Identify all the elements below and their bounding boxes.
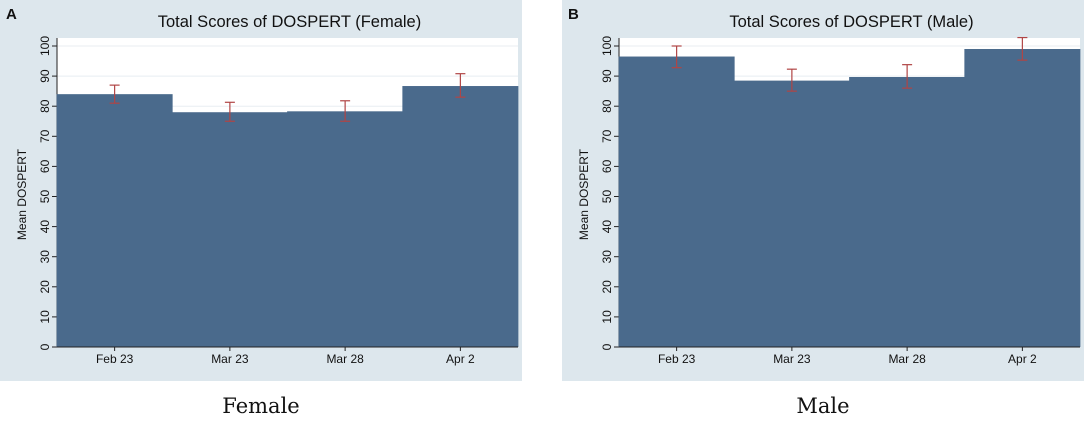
caption-male: Male	[796, 394, 850, 418]
y-tick-label: 20	[38, 280, 52, 294]
caption-female: Female	[222, 394, 300, 418]
x-tick-label: Apr 2	[446, 352, 475, 366]
x-tick-label: Mar 23	[773, 352, 811, 366]
y-tick-label: 30	[600, 250, 614, 264]
y-tick-label: 90	[600, 69, 614, 83]
bar-apr-2	[402, 86, 519, 348]
x-tick-label: Feb 23	[96, 352, 134, 366]
bar-mar-28	[287, 111, 404, 347]
bar-feb-23	[618, 56, 735, 347]
bar-mar-23	[733, 80, 850, 348]
y-tick-label: 80	[38, 99, 52, 113]
y-tick-label: 60	[600, 159, 614, 173]
bar-mar-23	[171, 112, 288, 347]
y-tick-label: 0	[600, 343, 614, 350]
y-axis-label: Mean DOSPERT	[577, 148, 591, 240]
y-tick-label: 30	[38, 250, 52, 264]
panel-label: B	[568, 6, 579, 23]
chart-panel-male: 0 10 20 30 40 50 60 70 80 90 100 Feb 23 Mar 23 Mar 28…	[562, 0, 1084, 381]
y-tick-label: 20	[600, 280, 614, 294]
y-tick-label: 40	[38, 220, 52, 234]
chart-title: Total Scores of DOSPERT (Male)	[729, 13, 973, 31]
bar-mar-28	[849, 77, 966, 348]
y-tick-label: 0	[38, 343, 52, 350]
bar-feb-23	[56, 94, 173, 347]
y-tick-label: 50	[38, 190, 52, 204]
y-tick-label: 40	[600, 220, 614, 234]
x-tick-label: Mar 28	[888, 352, 926, 366]
y-tick-label: 80	[600, 99, 614, 113]
x-tick-label: Apr 2	[1008, 352, 1037, 366]
bar-apr-2	[964, 49, 1081, 347]
y-tick-label: 60	[38, 159, 52, 173]
chart-title: Total Scores of DOSPERT (Female)	[158, 13, 421, 31]
panel-label: A	[6, 6, 17, 23]
y-tick-label: 90	[38, 69, 52, 83]
y-axis-label: Mean DOSPERT	[15, 148, 29, 240]
y-tick-label: 10	[38, 310, 52, 324]
chart-male: 0 10 20 30 40 50 60 70 80 90 100 Feb 23 Mar 23 Mar 28…	[562, 0, 1084, 381]
x-tick-label: Feb 23	[658, 352, 696, 366]
y-tick-label: 100	[38, 36, 52, 56]
chart-female: 0 10 20 30 40 50 60 70 80 90 100 Feb 23 Mar 23 Mar 28…	[0, 0, 522, 381]
x-tick-label: Mar 28	[326, 352, 364, 366]
y-tick-label: 70	[600, 129, 614, 143]
x-tick-label: Mar 23	[211, 352, 249, 366]
y-tick-label: 10	[600, 310, 614, 324]
y-tick-label: 50	[600, 190, 614, 204]
y-tick-label: 100	[600, 36, 614, 56]
chart-panel-female: 0 10 20 30 40 50 60 70 80 90 100 Feb 23 Mar 23 Mar 28…	[0, 0, 522, 381]
y-tick-label: 70	[38, 129, 52, 143]
